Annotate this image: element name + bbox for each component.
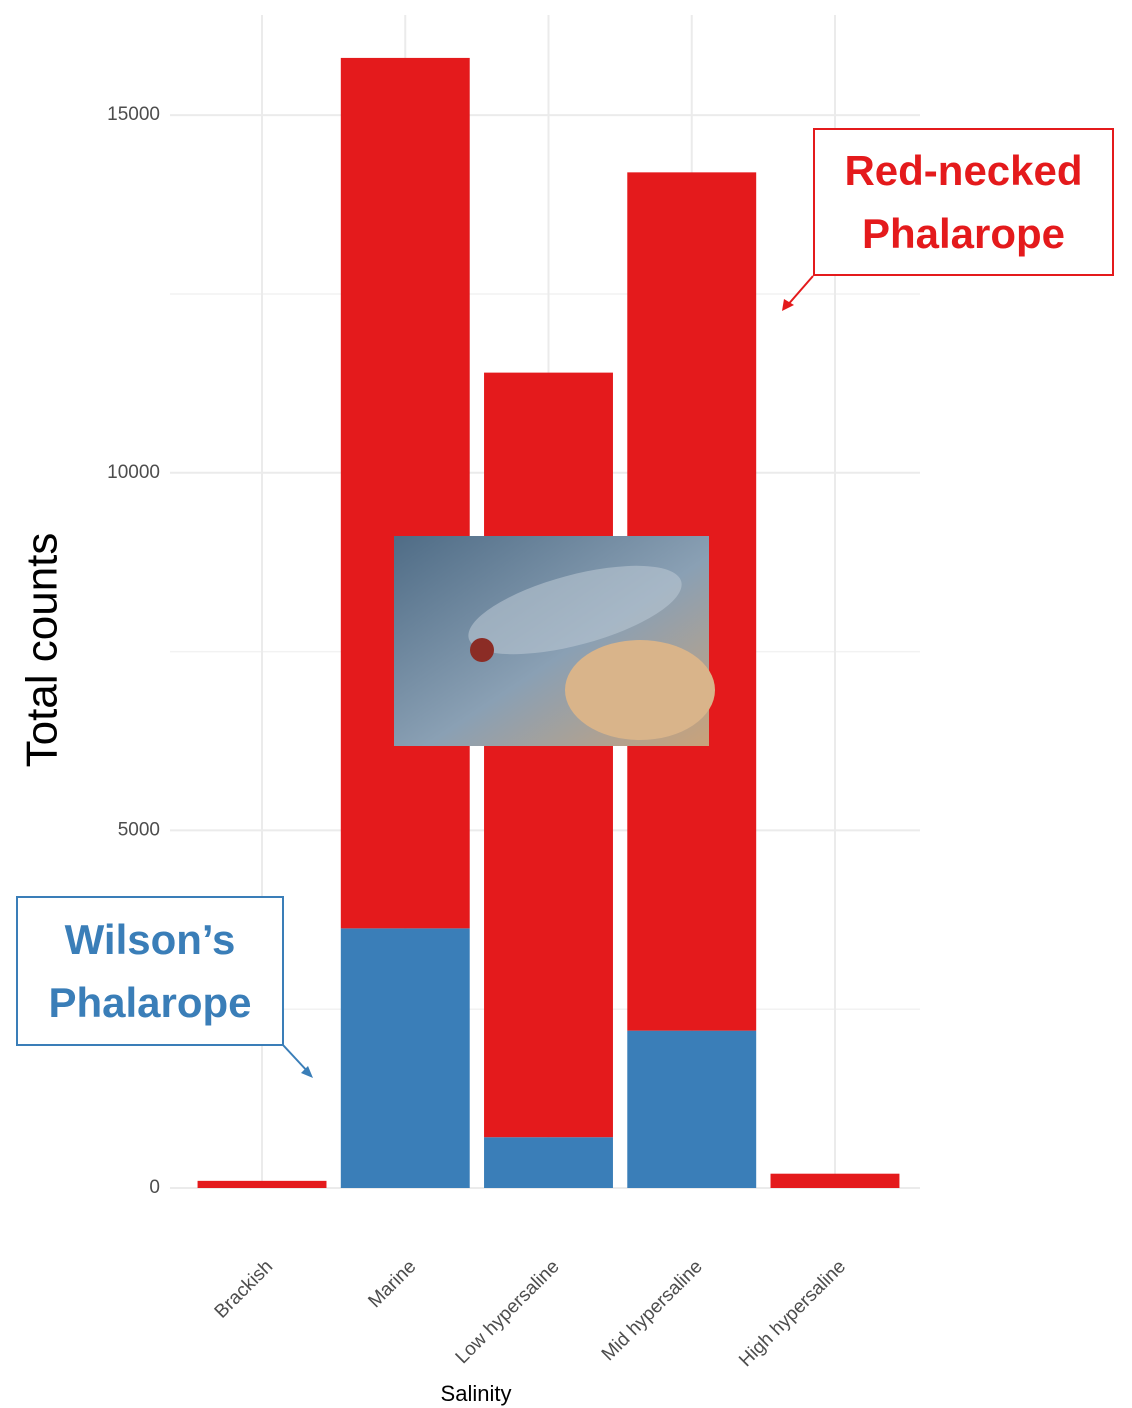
x-axis-title: Salinity	[441, 1381, 512, 1406]
arrow-head	[301, 1066, 313, 1078]
y-tick-label: 5000	[118, 819, 160, 840]
y-tick-label: 0	[149, 1177, 160, 1198]
bar-segment	[197, 1180, 327, 1188]
y-axis-title: Total counts	[18, 533, 67, 768]
y-tick-label: 15000	[107, 104, 160, 125]
annotation-box: Red-necked Phalarope	[813, 128, 1114, 276]
x-tick-label: High hypersaline	[735, 1256, 850, 1371]
annotation-arrow	[785, 275, 814, 308]
bar-segment	[484, 1137, 613, 1188]
bar-segment	[340, 57, 470, 929]
arrow-head	[782, 299, 794, 311]
x-tick-label: Marine	[364, 1256, 420, 1312]
bars	[197, 57, 900, 1188]
x-tick-label: Low hypersaline	[452, 1256, 564, 1368]
bar-segment	[484, 372, 613, 1138]
bar-segment	[770, 1173, 900, 1188]
x-tick-label: Mid hypersaline	[598, 1256, 707, 1365]
insect-body	[468, 565, 682, 655]
bar-segment	[340, 928, 470, 1188]
annotation-box: Wilson’s Phalarope	[16, 896, 284, 1046]
x-tick-label: Brackish	[211, 1256, 277, 1322]
y-tick-label: 10000	[107, 462, 160, 483]
rock	[565, 640, 715, 740]
insect-eye	[470, 638, 494, 662]
bar-segment	[627, 1030, 757, 1188]
annotation-arrow	[282, 1044, 310, 1074]
photo	[394, 536, 715, 746]
